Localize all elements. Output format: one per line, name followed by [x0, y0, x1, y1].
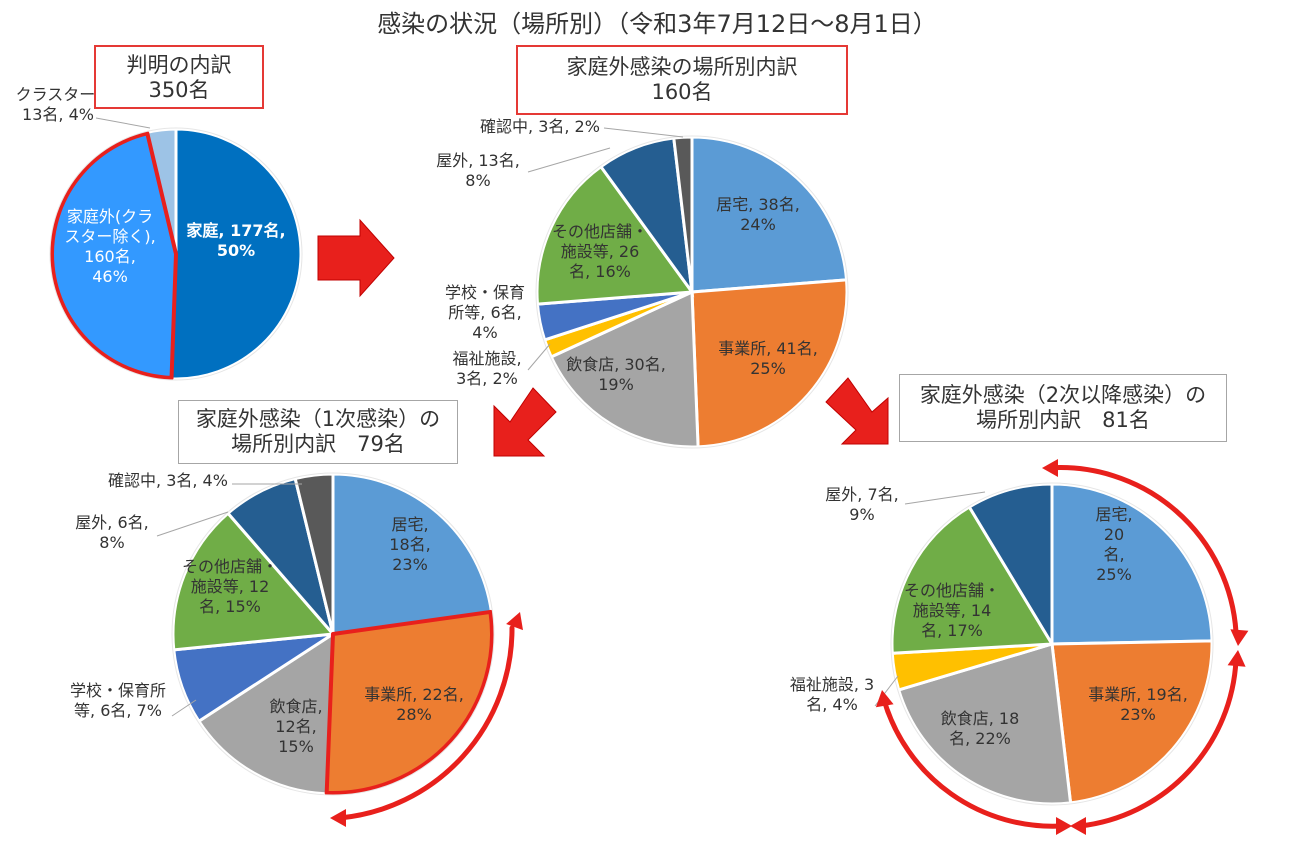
- data-label-other-shops: その他店舗・施設等, 14 名, 17%: [904, 581, 1000, 640]
- data-label-welfare-facility: 福祉施設, 3 名, 4%: [790, 675, 874, 714]
- pie-slice-other-shops: [890, 504, 1055, 655]
- breakdown-title-box: 判明の内訳 350名: [94, 45, 264, 109]
- data-label-outdoor: 屋外, 13名, 8%: [436, 151, 520, 190]
- breakdown-pie: 家庭, 177名, 50% 家庭外(クラスター除く), 160名, 46% クラスター, 1…: [16, 85, 303, 381]
- data-label-cluster: クラスター, 13名, 4%: [16, 85, 101, 124]
- leader-line: [95, 117, 151, 129]
- arrowhead-icon: [875, 690, 894, 708]
- breakdown-total: 350名: [148, 78, 210, 102]
- primary-pie: 居宅, 18名, 23% 事業所, 22名, 28% 飲食店, 12名, 15% 学校・保育所等…: [70, 471, 495, 796]
- pie-slice-home: [169, 127, 303, 381]
- secondary-title-box: 家庭外感染（2次以降感染）の 場所別内訳 81名: [899, 374, 1227, 442]
- data-label-outdoor: 屋外, 7名, 9%: [825, 485, 898, 524]
- arrowhead-icon: [1056, 817, 1072, 835]
- arrowhead-icon: [1070, 817, 1086, 835]
- pie-slice-other-shops: [171, 511, 337, 652]
- pie-slice-residence: [1050, 482, 1214, 646]
- data-label-school-nursery: 学校・保育所等, 6名, 4%: [445, 283, 525, 342]
- pie-slice-other-shops: [535, 164, 695, 306]
- curved-arrow-primary: [337, 625, 515, 821]
- data-label-restaurant: 飲食店, 18 名, 22%: [941, 709, 1020, 748]
- arrowhead-icon: [1042, 459, 1058, 477]
- pie-slice-residence: [331, 472, 494, 636]
- data-label-home: 家庭, 177名, 50%: [186, 221, 285, 260]
- primary-total: 場所別内訳 79名: [231, 432, 405, 456]
- leader-line: [527, 343, 551, 371]
- outside-pie: 居宅, 38名, 24% 事業所, 41名, 25% 飲食店, 30名, 19% 福祉施設,…: [436, 117, 849, 449]
- arrow-down-right-icon: [825, 377, 889, 445]
- pie-slice-office: [1050, 639, 1214, 805]
- pie-rim: [49, 127, 303, 381]
- pie-rim: [890, 482, 1214, 806]
- breakdown-title: 判明の内訳: [126, 53, 232, 77]
- leader-line: [156, 511, 229, 537]
- data-label-residence: 居宅, 38名, 24%: [716, 195, 800, 234]
- arrow-down-left-icon: [493, 387, 557, 457]
- arrowhead-icon: [1230, 629, 1249, 646]
- data-label-outside-non-cluster: 家庭外(クラスター除く), 160名, 46%: [64, 207, 155, 286]
- pie-slice-restaurant: [549, 289, 700, 449]
- leader-line: [603, 127, 684, 138]
- data-label-under-investigation: 確認中, 3名, 2%: [480, 117, 600, 136]
- secondary-pie: 居宅, 20 名, 25% 事業所, 19名, 23% 飲食店, 18 名, 22% 福祉施設,…: [790, 482, 1214, 806]
- curved-arrow-secondary-upper: [1045, 465, 1239, 635]
- data-label-office: 事業所, 41名, 25%: [718, 339, 818, 378]
- data-label-outdoor: 屋外, 6名, 8%: [75, 513, 148, 552]
- data-label-welfare-facility: 福祉施設, 3名, 2%: [452, 349, 521, 388]
- pie-slice-under-investigation: [293, 472, 335, 635]
- outside-total: 160名: [651, 80, 713, 104]
- page-title: 感染の状況（場所別）（令和3年7月12日～8月1日）: [377, 10, 937, 38]
- arrow-right-icon: [317, 218, 395, 298]
- data-label-residence: 居宅, 18名, 23%: [389, 515, 430, 574]
- arrowhead-icon: [506, 612, 523, 631]
- highlighted-slice-outline: [50, 131, 178, 380]
- pie-slice-restaurant: [896, 642, 1073, 806]
- curved-arrow-secondary-left: [881, 697, 1065, 829]
- arrowhead-icon: [1227, 650, 1246, 667]
- leader-line: [527, 147, 611, 173]
- leader-line: [171, 699, 197, 717]
- primary-title: 家庭外感染（1次感染）の: [195, 407, 441, 431]
- outside-title: 家庭外感染の場所別内訳: [566, 55, 798, 79]
- arrowhead-icon: [330, 809, 346, 827]
- data-label-under-investigation: 確認中, 3名, 4%: [108, 471, 228, 490]
- pie-slice-office: [690, 278, 849, 449]
- pie-slice-residence: [690, 135, 849, 294]
- data-label-restaurant: 飲食店, 12名, 15%: [269, 697, 322, 756]
- data-label-school-nursery: 学校・保育所等, 6名, 7%: [70, 681, 166, 720]
- data-label-restaurant: 飲食店, 30名, 19%: [566, 355, 666, 394]
- secondary-title: 家庭外感染（2次以降感染）の: [919, 383, 1207, 407]
- pie-slice-restaurant: [196, 631, 335, 796]
- curved-arrow-secondary-right: [1077, 657, 1239, 829]
- data-label-office: 事業所, 22名, 28%: [364, 685, 464, 724]
- pie-rim: [171, 472, 495, 796]
- leader-line: [904, 491, 986, 505]
- outside-title-box: 家庭外感染の場所別内訳 160名: [516, 45, 848, 115]
- data-label-other-shops: その他店舗・施設等, 12 名, 15%: [182, 557, 278, 616]
- highlighted-slice-outline: [324, 609, 494, 795]
- data-label-other-shops: その他店舗・施設等, 26 名, 16%: [552, 222, 648, 281]
- data-label-residence: 居宅, 20 名, 25%: [1095, 505, 1132, 584]
- pie-slice-outdoor: [967, 482, 1054, 650]
- primary-title-box: 家庭外感染（1次感染）の 場所別内訳 79名: [178, 400, 458, 464]
- data-label-office: 事業所, 19名, 23%: [1088, 685, 1188, 724]
- pie-rim: [535, 135, 849, 449]
- secondary-total: 場所別内訳 81名: [976, 408, 1150, 432]
